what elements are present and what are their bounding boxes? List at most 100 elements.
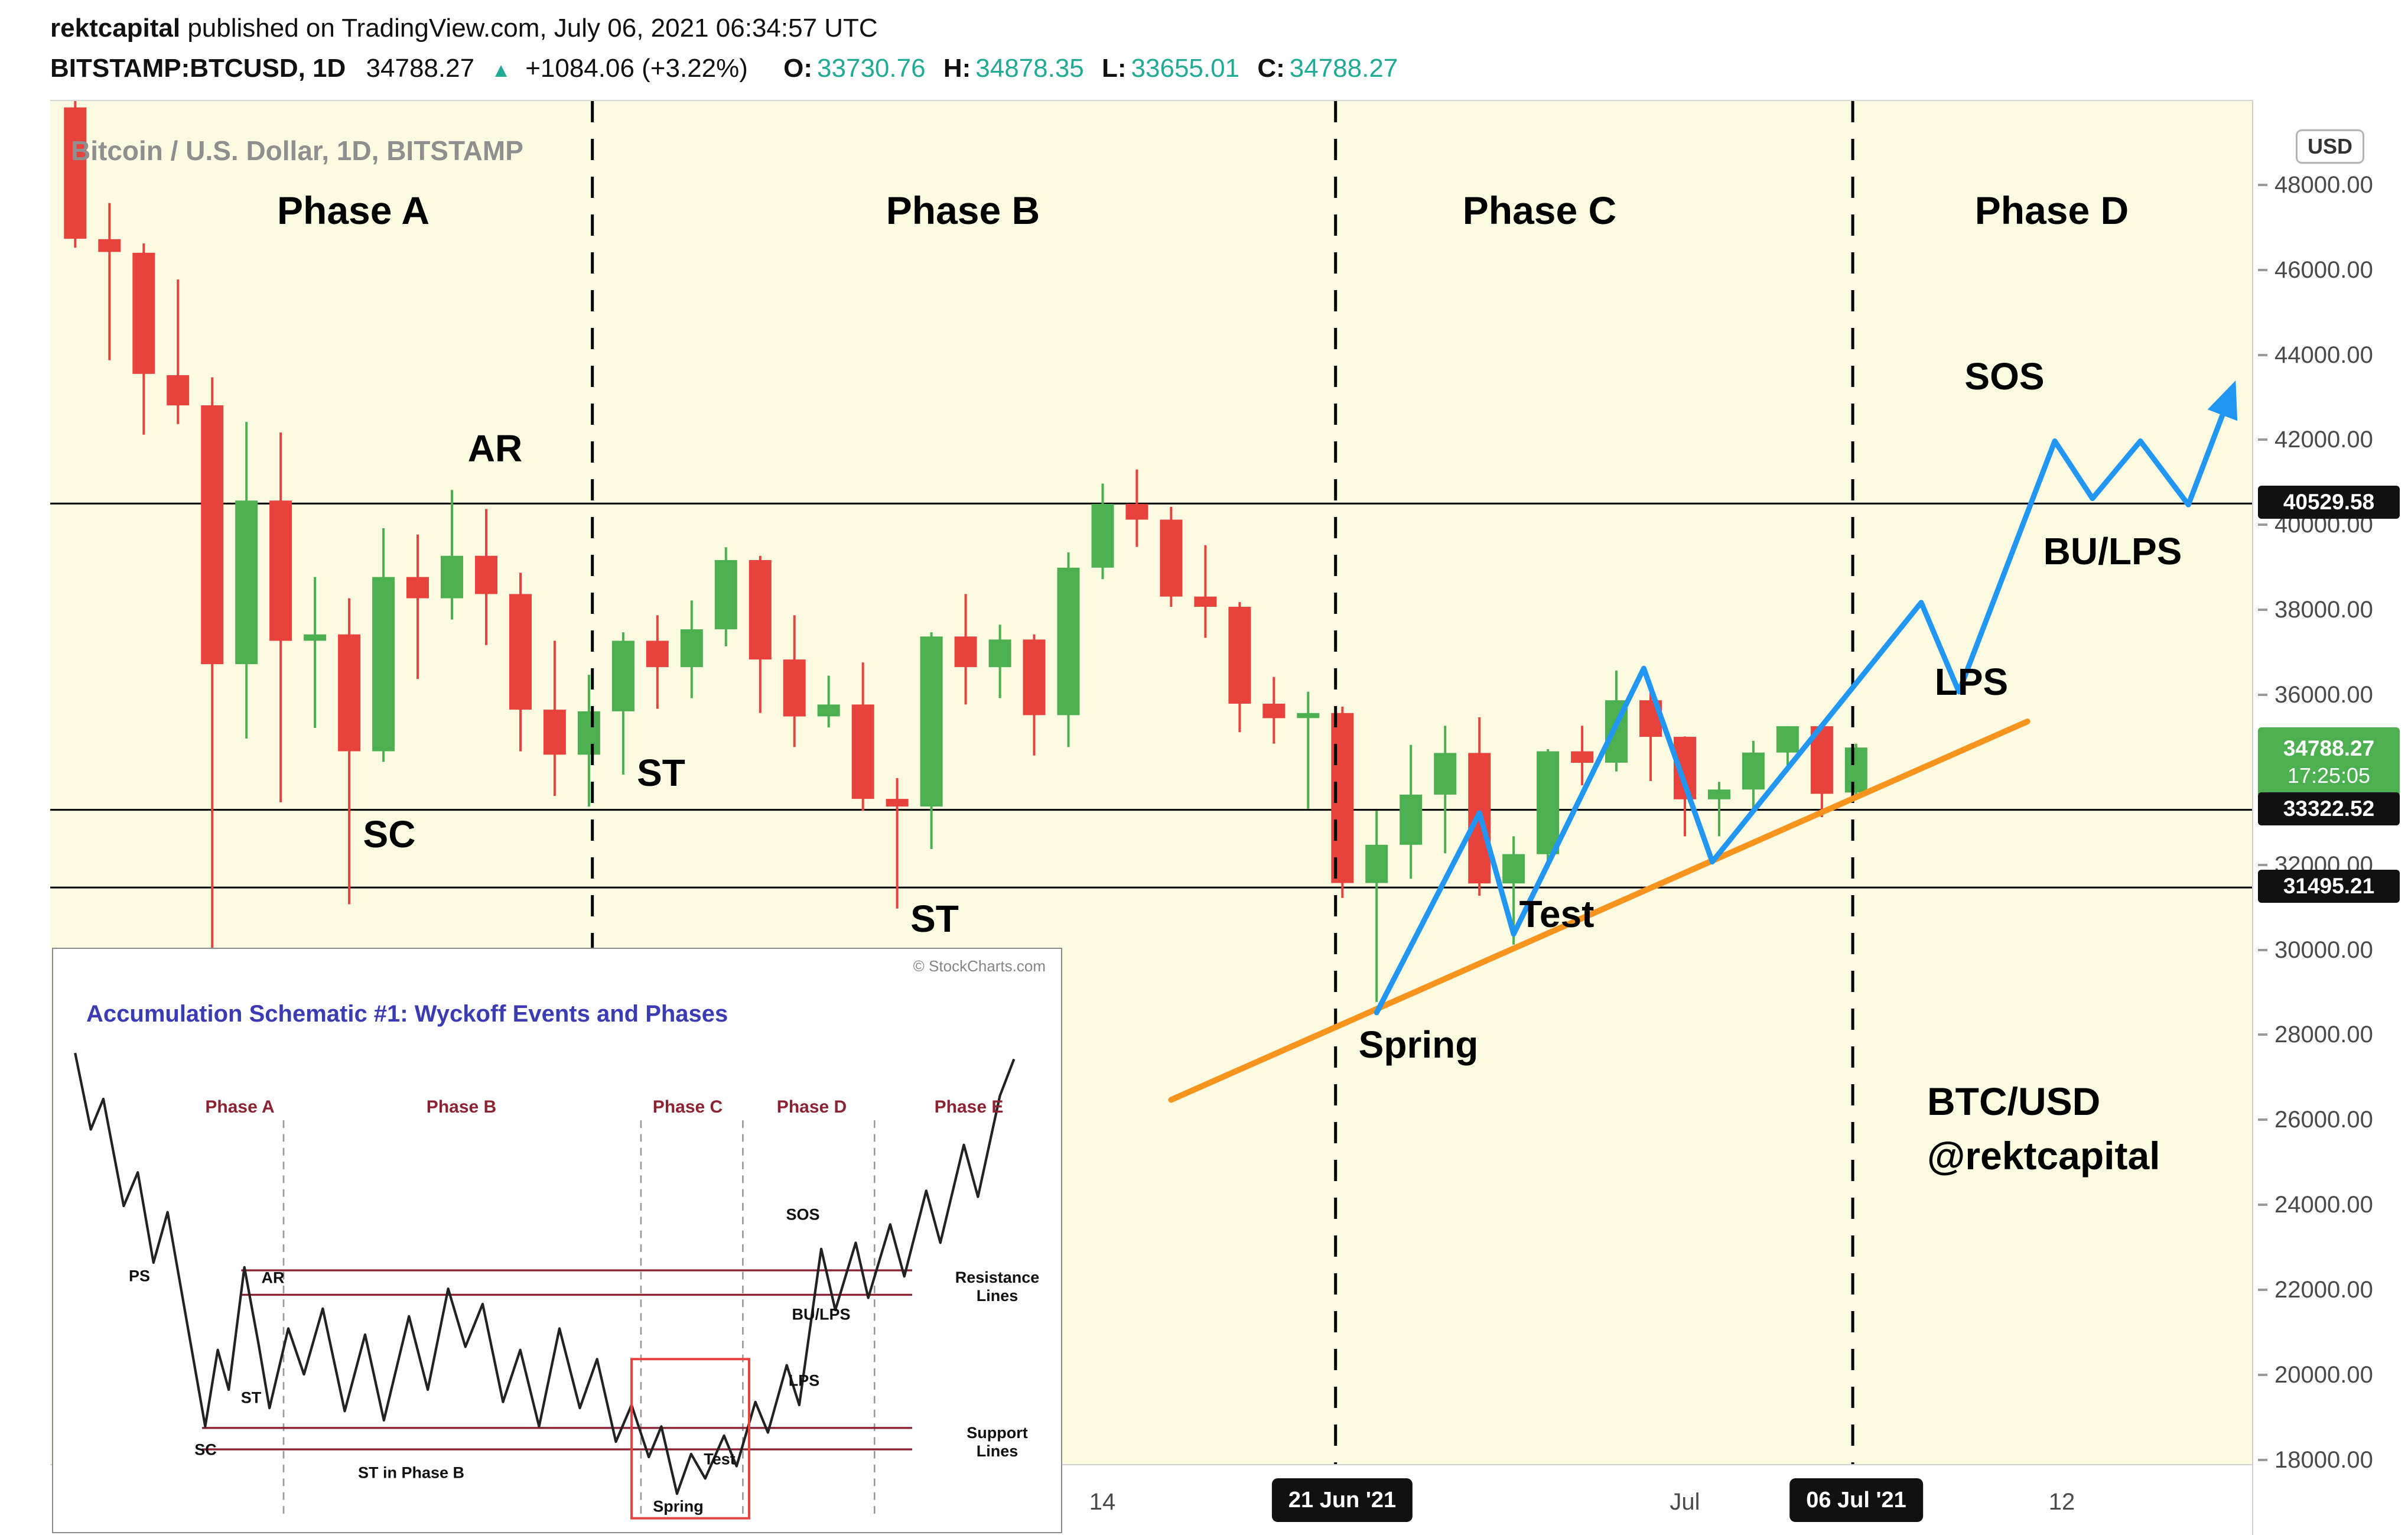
candle-body bbox=[646, 640, 669, 668]
ar-label: AR bbox=[467, 427, 523, 470]
price-axis-label: 28000.00 bbox=[2258, 1020, 2373, 1049]
inset-phase-label: Phase B bbox=[426, 1097, 497, 1117]
candle-body bbox=[235, 500, 258, 665]
projected-path-line bbox=[1374, 380, 2238, 1016]
candle-body bbox=[577, 711, 600, 755]
candle-body bbox=[1160, 519, 1183, 597]
level-price-tag: 40529.58 bbox=[2258, 486, 2400, 519]
candle-body bbox=[132, 252, 155, 374]
candle-body bbox=[1262, 704, 1286, 718]
date-range-tag: 21 Jun '21 bbox=[1271, 1478, 1413, 1522]
author-name: rektcapital bbox=[50, 14, 181, 43]
inset-event-label: BU/LPS bbox=[792, 1305, 851, 1323]
axis-tick bbox=[2258, 1374, 2267, 1376]
price-axis-label: 46000.00 bbox=[2258, 256, 2373, 284]
price-change: +1084.06 (+3.22%) bbox=[525, 54, 748, 83]
axis-tick bbox=[2258, 438, 2267, 441]
candle-body bbox=[475, 555, 497, 594]
chart-credit: BTC/USD @rektcapital bbox=[1927, 1074, 2160, 1183]
schematic-price-path bbox=[74, 1052, 1016, 1495]
axis-tick bbox=[2258, 523, 2267, 526]
price-axis-label: 36000.00 bbox=[2258, 681, 2373, 709]
candle-body bbox=[1502, 854, 1525, 884]
price-axis-label: 20000.00 bbox=[2258, 1361, 2373, 1389]
candle-body bbox=[1297, 713, 1320, 718]
candle-body bbox=[680, 629, 703, 668]
candle-body bbox=[988, 639, 1011, 668]
price-axis-label: 18000.00 bbox=[2258, 1446, 2373, 1474]
currency-usd-button[interactable]: USD bbox=[2296, 129, 2364, 164]
inset-event-label: ST bbox=[240, 1388, 262, 1407]
candlestick-chart-canvas[interactable] bbox=[50, 101, 2252, 1465]
candle-body bbox=[1776, 726, 1799, 753]
price-axis-label: 44000.00 bbox=[2258, 341, 2373, 369]
candle-body bbox=[304, 634, 327, 641]
candle-body bbox=[372, 577, 395, 752]
candle-body bbox=[886, 799, 909, 806]
candle-body bbox=[509, 594, 532, 710]
st-label: ST bbox=[637, 752, 685, 794]
credit-line2: @rektcapital bbox=[1927, 1134, 2160, 1178]
credit-line1: BTC/USD bbox=[1927, 1079, 2101, 1123]
candle-body bbox=[783, 659, 806, 717]
level-price-tag: 31495.21 bbox=[2258, 870, 2400, 903]
symbol-name: BITSTAMP:BTCUSD, 1D bbox=[50, 54, 346, 83]
symbol-ohlc-row: BITSTAMP:BTCUSD, 1D 34788.27 ▲ +1084.06 … bbox=[50, 52, 1398, 87]
candle-body bbox=[1537, 751, 1560, 854]
time-axis-label: 14 bbox=[1089, 1489, 1116, 1515]
high-value: 34878.35 bbox=[975, 54, 1084, 83]
candle-body bbox=[1708, 789, 1730, 799]
candle-body bbox=[1571, 751, 1594, 763]
candle-body bbox=[1091, 503, 1114, 568]
lps-label: LPS bbox=[1934, 661, 2009, 703]
low-label: L: bbox=[1102, 54, 1127, 83]
phase-a-label: Phase A bbox=[276, 188, 430, 232]
price-axis-label: 24000.00 bbox=[2258, 1191, 2373, 1219]
time-axis-label: 12 bbox=[2048, 1489, 2075, 1515]
spring-highlight-box bbox=[630, 1358, 751, 1520]
inset-phase-label: Phase A bbox=[205, 1097, 275, 1117]
time-axis-label: Jul bbox=[1670, 1489, 1700, 1515]
candle-body bbox=[269, 500, 292, 641]
level-price-tag: 33322.52 bbox=[2258, 792, 2400, 825]
candle-body bbox=[1844, 747, 1867, 793]
candle-body bbox=[64, 107, 87, 239]
test-label: Test bbox=[1519, 893, 1595, 935]
price-axis-label: 42000.00 bbox=[2258, 425, 2373, 454]
phase-c-label: Phase C bbox=[1462, 188, 1617, 232]
axis-tick bbox=[2258, 1118, 2267, 1121]
price-axis[interactable]: USD 48000.00 46000.00 44000.00 42000.00 4000… bbox=[2252, 100, 2408, 1535]
inset-event-label: LPS bbox=[788, 1371, 820, 1390]
phase-d-label: Phase D bbox=[1974, 188, 2129, 232]
axis-tick bbox=[2258, 1033, 2267, 1036]
candle-body bbox=[406, 577, 429, 599]
candle-body bbox=[543, 710, 566, 755]
schematic-drawing bbox=[74, 1052, 1016, 1520]
axis-tick bbox=[2258, 1204, 2267, 1206]
price-axis-label: 30000.00 bbox=[2258, 936, 2373, 964]
up-triangle-icon: ▲ bbox=[491, 59, 511, 82]
sc-label: SC bbox=[363, 813, 416, 856]
symbol-watermark: Bitcoin / U.S. Dollar, 1D, BITSTAMP bbox=[71, 135, 523, 166]
axis-tick bbox=[2258, 1289, 2267, 1291]
open-value: 33730.76 bbox=[817, 54, 926, 83]
candle-body bbox=[201, 405, 224, 665]
support-trendline bbox=[1168, 718, 2030, 1103]
inset-phase-label: Phase D bbox=[776, 1097, 847, 1117]
candle-body bbox=[954, 636, 977, 668]
close-value: 34788.27 bbox=[1289, 54, 1398, 83]
candle-body bbox=[611, 640, 634, 711]
chart-header: rektcapital published on TradingView.com… bbox=[50, 12, 1398, 87]
candle-body bbox=[1742, 752, 1765, 790]
publish-text: published on TradingView.com, July 06, 2… bbox=[180, 14, 878, 43]
st2-label: ST bbox=[910, 897, 959, 940]
axis-tick bbox=[2258, 184, 2267, 186]
candle-body bbox=[1194, 596, 1217, 607]
candle-body bbox=[1023, 639, 1046, 716]
price-axis-label: 26000.00 bbox=[2258, 1105, 2373, 1134]
candle-body bbox=[1228, 607, 1251, 704]
inset-event-label: Support Lines bbox=[967, 1424, 1028, 1460]
inset-event-label: Resistance Lines bbox=[955, 1269, 1040, 1305]
candle-body bbox=[817, 704, 840, 717]
